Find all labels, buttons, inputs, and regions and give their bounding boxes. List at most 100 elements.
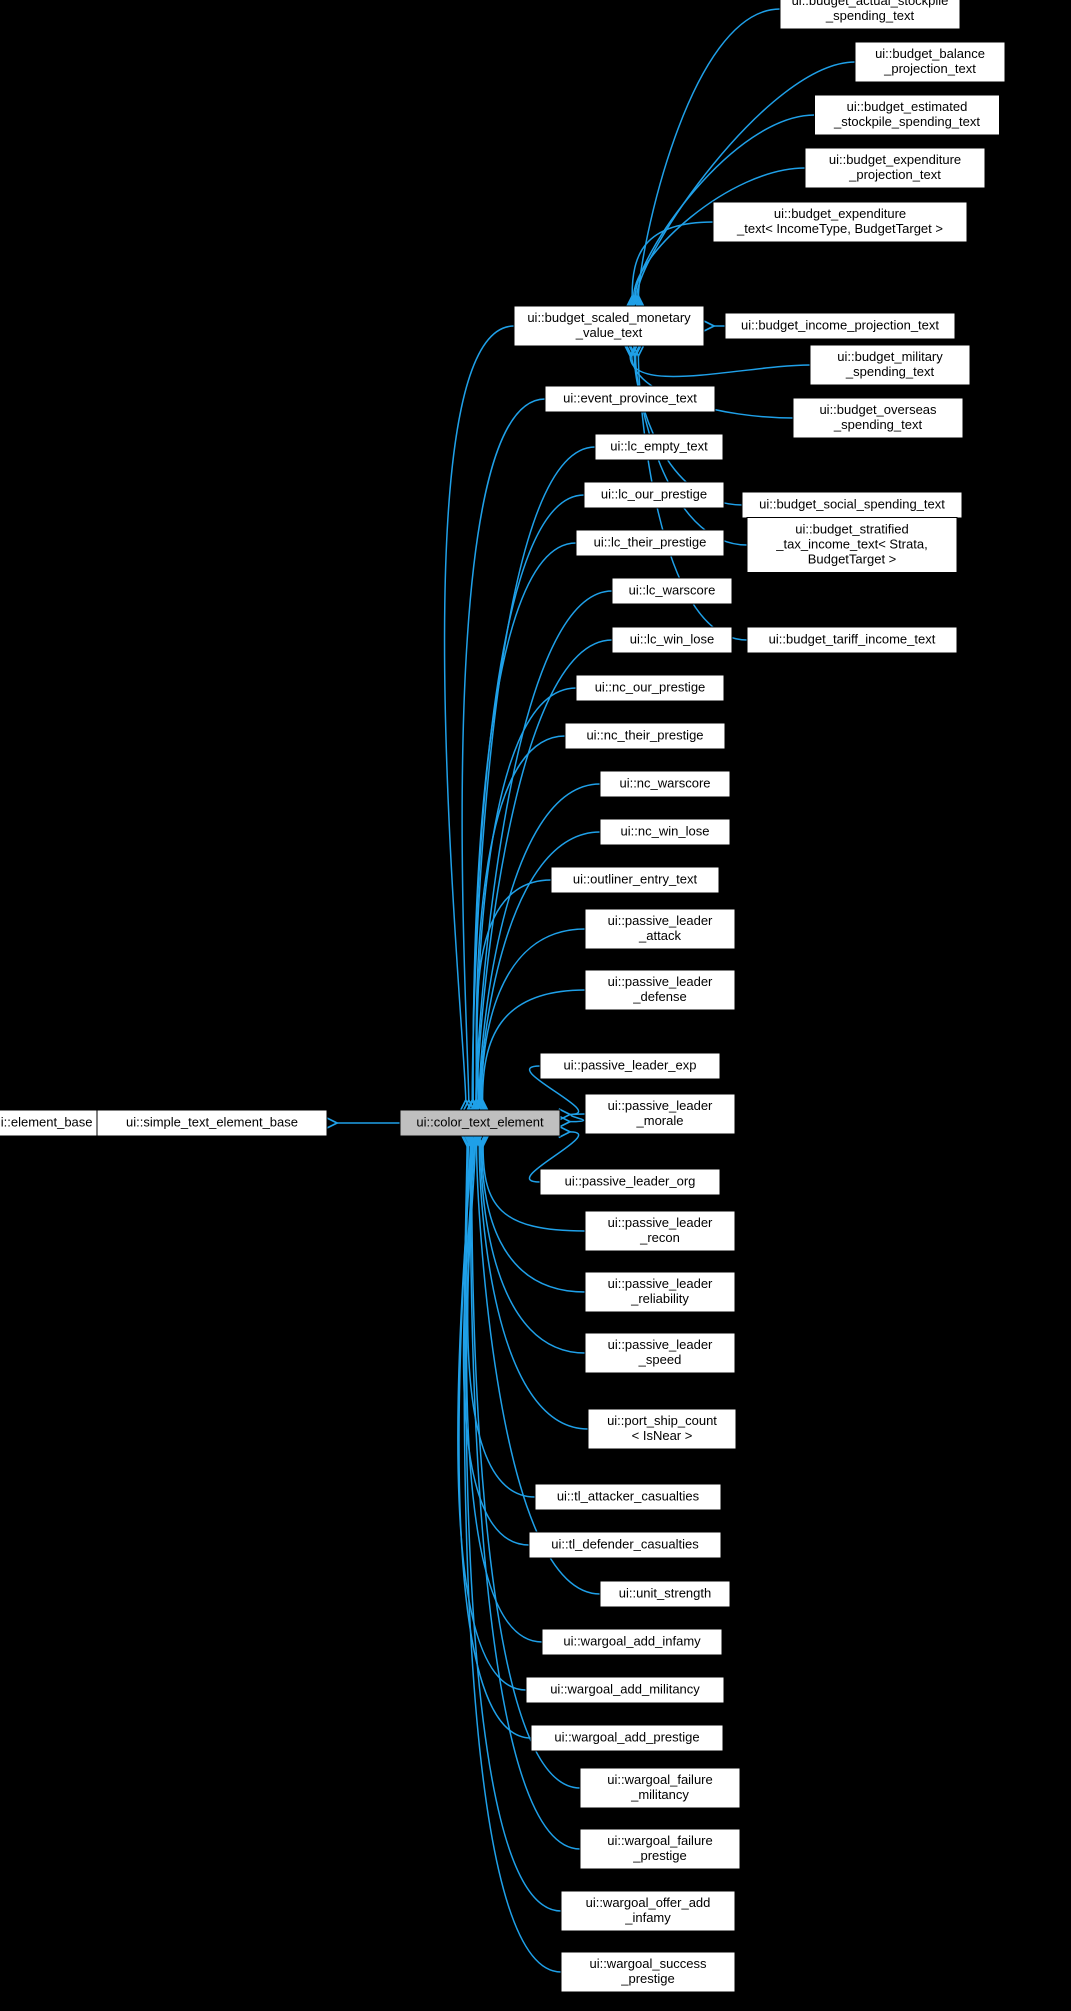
node-label: ui::nc_win_lose — [621, 823, 710, 838]
node-budget_balance_projection[interactable]: ui::budget_balance_projection_text — [855, 42, 1005, 82]
node-label: ui::wargoal_add_militancy — [550, 1681, 700, 1696]
node-label: ui::passive_leader — [608, 1098, 713, 1113]
node-label: ui::nc_our_prestige — [595, 679, 706, 694]
node-label: ui::budget_stratified — [795, 521, 908, 536]
node-color_text[interactable]: ui::color_text_element — [400, 1110, 560, 1136]
node-label: _text< IncomeType, BudgetTarget > — [736, 221, 943, 236]
node-label: _defense — [632, 989, 687, 1004]
node-label: _spending_text — [825, 8, 915, 23]
node-simple_text[interactable]: ui::simple_text_element_base — [97, 1110, 327, 1136]
node-budget_expenditure_projection[interactable]: ui::budget_expenditure_projection_text — [805, 148, 985, 188]
node-label: _projection_text — [883, 61, 976, 76]
node-label: ui::wargoal_add_infamy — [563, 1633, 701, 1648]
node-lc_empty_text[interactable]: ui::lc_empty_text — [595, 434, 723, 460]
node-budget_estimated_stockpile[interactable]: ui::budget_estimated_stockpile_spending_… — [815, 95, 1000, 135]
node-label: ui::tl_defender_casualties — [551, 1536, 699, 1551]
node-passive_leader_attack[interactable]: ui::passive_leader_attack — [585, 909, 735, 949]
node-passive_leader_reliability[interactable]: ui::passive_leader_reliability — [585, 1272, 735, 1312]
node-label: ui::outliner_entry_text — [573, 871, 698, 886]
node-lc_their_prestige[interactable]: ui::lc_their_prestige — [576, 530, 724, 556]
node-label: ui::lc_their_prestige — [594, 534, 707, 549]
node-label: ui::port_ship_count — [607, 1413, 717, 1428]
node-budget_military_spending[interactable]: ui::budget_military_spending_text — [810, 345, 970, 385]
node-label: ui::passive_leader — [608, 974, 713, 989]
node-wargoal_add_infamy[interactable]: ui::wargoal_add_infamy — [542, 1629, 722, 1655]
node-passive_leader_recon[interactable]: ui::passive_leader_recon — [585, 1211, 735, 1251]
node-passive_leader_org[interactable]: ui::passive_leader_org — [540, 1169, 720, 1195]
node-budget_stratified_tax[interactable]: ui::budget_stratified_tax_income_text< S… — [747, 518, 957, 573]
node-nc_our_prestige[interactable]: ui::nc_our_prestige — [576, 675, 724, 701]
node-label: ui::unit_strength — [619, 1585, 712, 1600]
node-label: _prestige — [620, 1971, 674, 1986]
node-label: _recon — [639, 1230, 680, 1245]
node-lc_warscore[interactable]: ui::lc_warscore — [612, 578, 732, 604]
node-event_province_text[interactable]: ui::event_province_text — [545, 386, 715, 412]
node-element_base[interactable]: ui::element_base — [0, 1110, 108, 1136]
node-label: ui::budget_overseas — [819, 402, 937, 417]
node-label: ui::color_text_element — [416, 1114, 544, 1129]
node-wargoal_success_prestige[interactable]: ui::wargoal_success_prestige — [561, 1952, 735, 1992]
node-unit_strength[interactable]: ui::unit_strength — [600, 1581, 730, 1607]
node-label: ui::element_base — [0, 1114, 93, 1129]
node-label: _militancy — [630, 1787, 689, 1802]
node-tl_attacker_casualties[interactable]: ui::tl_attacker_casualties — [535, 1484, 721, 1510]
node-label: ui::lc_warscore — [629, 582, 716, 597]
node-tl_defender_casualties[interactable]: ui::tl_defender_casualties — [529, 1532, 721, 1558]
node-budget_social_spending[interactable]: ui::budget_social_spending_text — [742, 492, 962, 518]
node-label: _attack — [638, 928, 681, 943]
node-lc_our_prestige[interactable]: ui::lc_our_prestige — [584, 482, 724, 508]
node-wargoal_add_prestige[interactable]: ui::wargoal_add_prestige — [531, 1725, 723, 1751]
node-label: ui::simple_text_element_base — [126, 1114, 298, 1129]
node-budget_tariff_income[interactable]: ui::budget_tariff_income_text — [747, 627, 957, 653]
node-label: ui::budget_income_projection_text — [741, 317, 939, 332]
node-label: ui::lc_empty_text — [610, 438, 708, 453]
node-budget_expenditure_text[interactable]: ui::budget_expenditure_text< IncomeType,… — [713, 202, 967, 242]
node-label: ui::passive_leader_org — [565, 1173, 696, 1188]
node-label: ui::passive_leader_exp — [564, 1057, 697, 1072]
node-label: _prestige — [632, 1848, 686, 1863]
node-lc_win_lose[interactable]: ui::lc_win_lose — [612, 627, 732, 653]
node-nc_warscore[interactable]: ui::nc_warscore — [600, 771, 730, 797]
node-budget_scaled[interactable]: ui::budget_scaled_monetary_value_text — [514, 306, 704, 346]
node-wargoal_offer_add_infamy[interactable]: ui::wargoal_offer_add_infamy — [561, 1891, 735, 1931]
node-label: ui::lc_our_prestige — [601, 486, 707, 501]
node-label: ui::event_province_text — [563, 390, 697, 405]
node-label: ui::budget_balance — [875, 46, 985, 61]
node-label: _tax_income_text< Strata, — [775, 536, 927, 551]
node-wargoal_add_militancy[interactable]: ui::wargoal_add_militancy — [526, 1677, 724, 1703]
inheritance-edge — [630, 356, 810, 376]
node-label: ui::wargoal_add_prestige — [554, 1729, 699, 1744]
node-nc_their_prestige[interactable]: ui::nc_their_prestige — [565, 723, 725, 749]
inheritance-edge — [476, 591, 612, 1100]
node-wargoal_failure_prestige[interactable]: ui::wargoal_failure_prestige — [580, 1829, 740, 1869]
node-label: _projection_text — [848, 167, 941, 182]
node-label: ui::budget_actual_stockpile — [792, 0, 949, 8]
node-label: ui::budget_scaled_monetary — [527, 310, 691, 325]
node-passive_leader_morale[interactable]: ui::passive_leader_morale — [585, 1094, 735, 1134]
node-label: _spending_text — [845, 364, 935, 379]
node-nc_win_lose[interactable]: ui::nc_win_lose — [600, 819, 730, 845]
node-label: ui::passive_leader — [608, 913, 713, 928]
node-passive_leader_defense[interactable]: ui::passive_leader_defense — [585, 970, 735, 1010]
node-passive_leader_exp[interactable]: ui::passive_leader_exp — [540, 1053, 720, 1079]
node-label: ui::nc_warscore — [619, 775, 710, 790]
node-port_ship_count[interactable]: ui::port_ship_count< IsNear > — [588, 1409, 736, 1449]
node-label: _stockpile_spending_text — [833, 114, 980, 129]
node-label: _spending_text — [833, 417, 923, 432]
node-outliner_entry_text[interactable]: ui::outliner_entry_text — [551, 867, 719, 893]
node-label: ui::budget_military — [837, 349, 943, 364]
node-label: ui::passive_leader — [608, 1276, 713, 1291]
node-label: ui::budget_estimated — [847, 99, 968, 114]
node-label: _speed — [638, 1352, 682, 1367]
node-budget_overseas_spending[interactable]: ui::budget_overseas_spending_text — [793, 398, 963, 438]
node-label: _reliability — [630, 1291, 689, 1306]
node-wargoal_failure_militancy[interactable]: ui::wargoal_failure_militancy — [580, 1768, 740, 1808]
node-label: ui::budget_social_spending_text — [759, 496, 945, 511]
node-label: ui::passive_leader — [608, 1337, 713, 1352]
node-label: ui::budget_tariff_income_text — [769, 631, 936, 646]
node-label: ui::wargoal_offer_add — [586, 1895, 711, 1910]
node-budget_income_projection[interactable]: ui::budget_income_projection_text — [725, 313, 955, 339]
node-label: ui::nc_their_prestige — [586, 727, 703, 742]
node-passive_leader_speed[interactable]: ui::passive_leader_speed — [585, 1333, 735, 1373]
node-budget_actual_stockpile[interactable]: ui::budget_actual_stockpile_spending_tex… — [780, 0, 960, 29]
